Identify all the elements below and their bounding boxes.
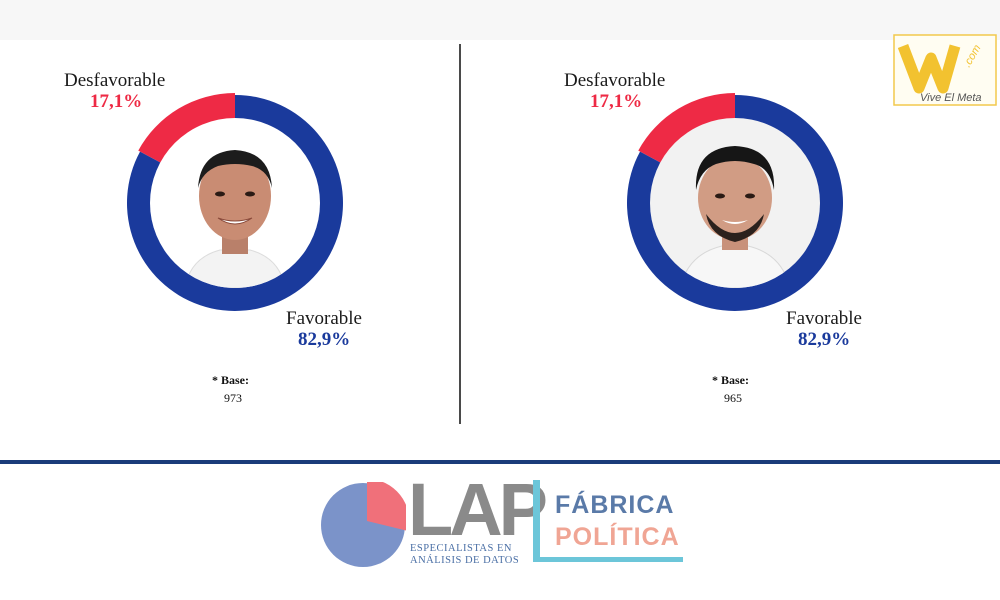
candidate-portrait — [150, 118, 320, 288]
base-value: 973 — [224, 391, 242, 405]
footer-rule — [0, 460, 1000, 464]
fabrica-politica-line-2: POLÍTICA — [555, 523, 680, 551]
lap-pie-logo-icon — [321, 482, 406, 567]
desfavorable-slice — [138, 93, 235, 165]
fabrica-politica-line-1: FÁBRICA — [555, 491, 675, 519]
lap-tagline-line-1: ESPECIALISTAS EN — [410, 543, 512, 554]
desfavorable-value: 17,1% — [90, 91, 143, 112]
candidate-photo — [150, 118, 320, 288]
fabrica-politica-frame — [533, 480, 683, 562]
desfavorable-label: Desfavorable — [564, 70, 666, 91]
lap-logo-text: LAP — [408, 468, 548, 551]
favorable-label: Favorable — [786, 308, 862, 329]
favorable-value: 82,9% — [798, 329, 851, 350]
base-label: * Base: — [212, 373, 249, 387]
vivemeta-tagline: Vive El Meta — [920, 92, 982, 104]
favorable-label: Favorable — [286, 308, 362, 329]
top-strip — [0, 0, 1000, 40]
lap-tagline-line-2: ANÁLISIS DE DATOS — [410, 555, 520, 566]
candidate-portrait — [650, 118, 820, 288]
desfavorable-label: Desfavorable — [64, 70, 166, 91]
desfavorable-slice — [638, 93, 735, 165]
lap-tagline: ESPECIALISTAS EN ANÁLISIS DE DATOS — [410, 543, 519, 567]
panel-divider — [459, 44, 461, 424]
desfavorable-value: 17,1% — [590, 91, 643, 112]
candidate-photo — [650, 118, 820, 288]
base-value: 965 — [724, 391, 742, 405]
footer — [0, 464, 1000, 600]
base-label: * Base: — [712, 373, 749, 387]
chart-panel-right: Desfavorable 17,1% Favorable 82,9% * Bas… — [500, 40, 960, 455]
vivemeta-logo: .com — [893, 34, 997, 106]
chart-panel-left: Desfavorable 17,1% Favorable 82,9% * Bas… — [0, 40, 460, 455]
favorable-value: 82,9% — [298, 329, 351, 350]
